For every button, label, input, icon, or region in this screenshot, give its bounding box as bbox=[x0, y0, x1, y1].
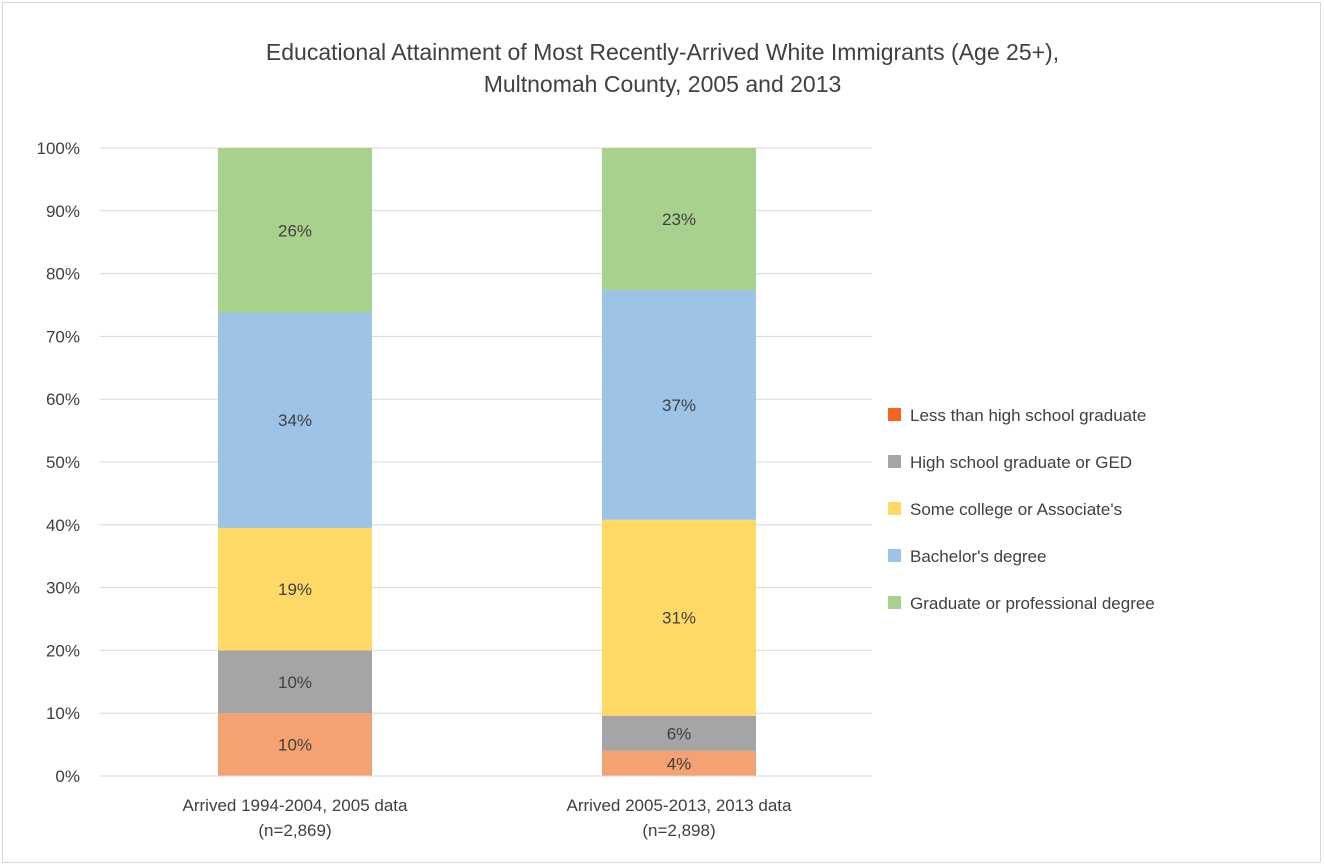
x-tick-label: Arrived 1994-2004, 2005 data bbox=[183, 796, 408, 815]
legend: Less than high school graduate High schoo… bbox=[888, 406, 1155, 613]
chart-title-line-2: Multnomah County, 2005 and 2013 bbox=[483, 71, 842, 97]
y-tick-label: 60% bbox=[46, 390, 80, 409]
legend-label: Some college or Associate's bbox=[910, 500, 1122, 519]
y-tick-label: 20% bbox=[46, 641, 80, 660]
bar-segment bbox=[218, 148, 372, 313]
data-label: 10% bbox=[278, 736, 312, 755]
data-label: 26% bbox=[278, 221, 312, 240]
data-label: 6% bbox=[667, 724, 692, 743]
legend-swatch bbox=[888, 455, 901, 468]
axes: 0% 10% 20% 30% 40% 50% 60% 70% 80% 90% 100% Arrived… bbox=[37, 139, 872, 840]
bar-segment bbox=[602, 289, 756, 520]
chart-title-line-1: Educational Attainment of Most Recently-… bbox=[265, 39, 1060, 65]
y-tick-label: 90% bbox=[46, 202, 80, 221]
data-label: 4% bbox=[667, 754, 692, 773]
legend-label: Graduate or professional degree bbox=[910, 594, 1155, 613]
x-tick-label: (n=2,869) bbox=[258, 821, 331, 840]
bar-segment bbox=[602, 715, 756, 751]
data-label: 10% bbox=[278, 673, 312, 692]
data-label: 31% bbox=[662, 609, 696, 628]
legend-swatch bbox=[888, 502, 901, 515]
bar-segment bbox=[602, 519, 756, 716]
legend-label: Less than high school graduate bbox=[910, 406, 1146, 425]
y-tick-label: 10% bbox=[46, 704, 80, 723]
bar-segment bbox=[218, 527, 372, 651]
x-tick-label: Arrived 2005-2013, 2013 data bbox=[567, 796, 792, 815]
data-label: 19% bbox=[278, 580, 312, 599]
bar-segment bbox=[218, 713, 372, 776]
bar-segment bbox=[218, 650, 372, 714]
bar-segment bbox=[218, 312, 372, 528]
legend-label: Bachelor's degree bbox=[910, 547, 1047, 566]
data-label: 34% bbox=[278, 411, 312, 430]
y-tick-label: 30% bbox=[46, 579, 80, 598]
legend-swatch bbox=[888, 549, 901, 562]
data-label: 23% bbox=[662, 210, 696, 229]
bars: 10% 10% 19% 34% 26% 4% 6% 31% 37% 23% bbox=[218, 148, 756, 776]
bar-segment bbox=[602, 148, 756, 290]
bar-segment bbox=[602, 750, 756, 776]
y-tick-label: 0% bbox=[55, 767, 80, 786]
legend-label: High school graduate or GED bbox=[910, 453, 1132, 472]
y-tick-label: 100% bbox=[37, 139, 80, 158]
y-tick-label: 80% bbox=[46, 265, 80, 284]
data-label: 37% bbox=[662, 396, 696, 415]
y-tick-label: 50% bbox=[46, 453, 80, 472]
y-tick-label: 70% bbox=[46, 327, 80, 346]
x-tick-label: (n=2,898) bbox=[642, 821, 715, 840]
legend-swatch bbox=[888, 408, 901, 421]
gridlines bbox=[100, 147, 872, 777]
y-tick-label: 40% bbox=[46, 516, 80, 535]
legend-swatch bbox=[888, 596, 901, 609]
chart-title: Educational Attainment of Most Recently-… bbox=[0, 36, 1325, 100]
